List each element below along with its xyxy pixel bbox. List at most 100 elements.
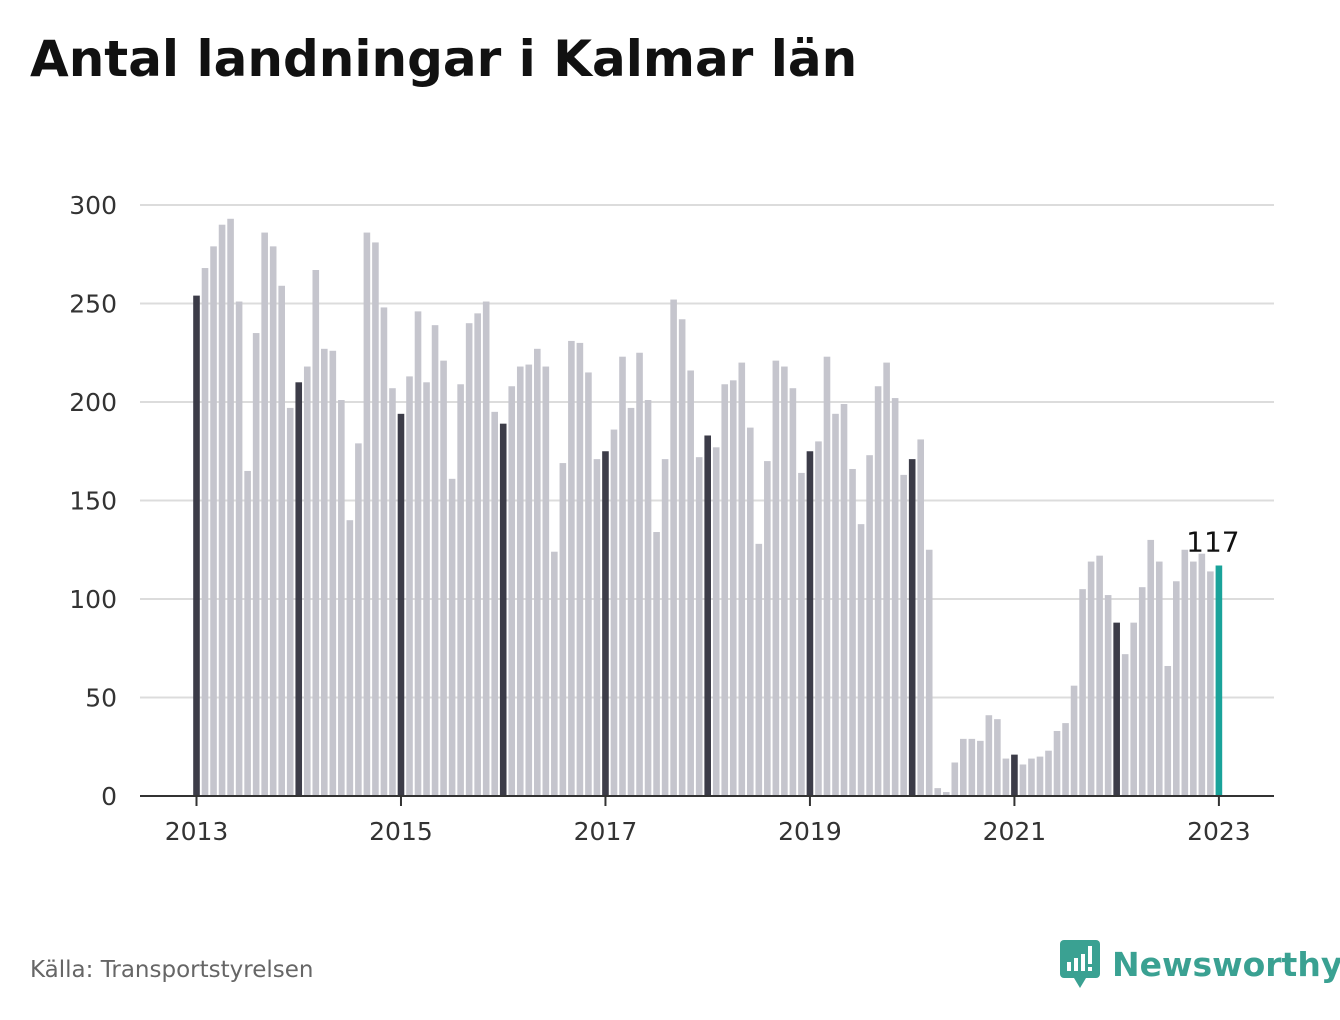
bar — [193, 295, 200, 796]
bar — [244, 470, 251, 796]
bar — [1036, 756, 1044, 796]
bar — [329, 350, 337, 796]
brand-logo: Newsworthy — [1060, 940, 1340, 988]
bar — [252, 333, 260, 796]
bar — [1062, 723, 1069, 796]
bar — [678, 319, 686, 796]
bar — [670, 299, 677, 796]
bar — [687, 370, 694, 796]
bar — [448, 478, 456, 796]
bar — [372, 242, 379, 796]
bar — [704, 435, 711, 796]
bar — [457, 384, 464, 796]
bar — [516, 366, 524, 796]
bar — [227, 218, 234, 797]
bar — [985, 715, 993, 796]
brand-name: Newsworthy — [1112, 944, 1340, 984]
bar — [321, 348, 328, 796]
bar — [798, 472, 805, 796]
bar — [925, 549, 933, 796]
bar — [806, 451, 814, 796]
bars — [193, 218, 1223, 797]
bar — [1215, 565, 1223, 796]
bar — [661, 459, 669, 796]
bar — [525, 364, 533, 796]
x-tick-label: 2021 — [983, 817, 1047, 846]
bar — [823, 356, 831, 796]
bar — [849, 468, 856, 796]
bar — [908, 459, 916, 796]
bar — [542, 366, 550, 796]
bar — [772, 360, 780, 796]
bar — [1087, 561, 1095, 796]
bar — [1096, 555, 1103, 796]
bar — [832, 413, 839, 796]
bar — [747, 427, 754, 796]
bar — [1207, 571, 1214, 796]
x-tick-label: 2015 — [369, 817, 433, 846]
y-tick-label: 100 — [69, 585, 117, 614]
x-tick-label: 2013 — [165, 817, 229, 846]
chart-title: Antal landningar i Kalmar län — [30, 30, 858, 88]
bar — [712, 447, 720, 796]
bar — [508, 386, 516, 796]
bar — [1113, 622, 1120, 796]
bar — [874, 386, 882, 796]
bar — [1053, 730, 1061, 796]
y-tick-label: 150 — [69, 487, 117, 516]
bar — [431, 325, 439, 796]
bar — [994, 719, 1001, 796]
bar — [355, 443, 362, 796]
bar — [593, 459, 601, 796]
bar — [968, 738, 976, 796]
bar — [1121, 654, 1129, 796]
bar — [602, 451, 609, 796]
bar — [866, 455, 873, 796]
y-tick-label: 300 — [69, 191, 117, 220]
bar — [295, 382, 303, 796]
bar — [406, 376, 413, 796]
bar — [1104, 595, 1112, 796]
bar — [1002, 758, 1010, 796]
y-axis-ticks: 0 50 100 150 200 250 300 — [69, 191, 117, 811]
bar — [738, 362, 746, 796]
source-note: Källa: Transportstyrelsen — [30, 957, 314, 983]
bar — [482, 301, 490, 796]
bar — [755, 543, 763, 796]
bar — [1164, 665, 1172, 796]
bar — [1198, 553, 1206, 796]
bar — [942, 792, 950, 796]
bar — [1190, 561, 1197, 796]
bar — [389, 388, 396, 796]
bar — [610, 429, 618, 796]
bar — [695, 457, 703, 796]
bar — [619, 356, 626, 796]
x-tick-label: 2023 — [1187, 817, 1251, 846]
newsworthy-logo-icon — [1060, 940, 1100, 988]
bar — [499, 423, 507, 796]
x-axis-ticks: 2013 2015 2017 2019 2021 2023 — [165, 796, 1251, 846]
bar — [789, 388, 797, 796]
latest-value-label: 117 — [1186, 526, 1239, 559]
bar — [303, 366, 311, 796]
bar — [414, 311, 422, 796]
bar — [1070, 685, 1078, 796]
bar — [1028, 758, 1035, 796]
bar — [1130, 622, 1137, 796]
bar — [474, 313, 481, 796]
bar — [815, 441, 822, 796]
bar — [951, 762, 959, 796]
bar — [721, 384, 729, 796]
bar — [534, 348, 541, 796]
y-tick-label: 250 — [69, 290, 117, 319]
bar — [934, 788, 942, 796]
bar — [636, 352, 643, 796]
bar — [883, 362, 890, 796]
y-tick-label: 50 — [85, 684, 117, 713]
x-tick-label: 2019 — [778, 817, 842, 846]
bar — [218, 224, 226, 796]
bar — [900, 474, 907, 796]
bar — [568, 340, 575, 796]
bar — [729, 380, 737, 796]
